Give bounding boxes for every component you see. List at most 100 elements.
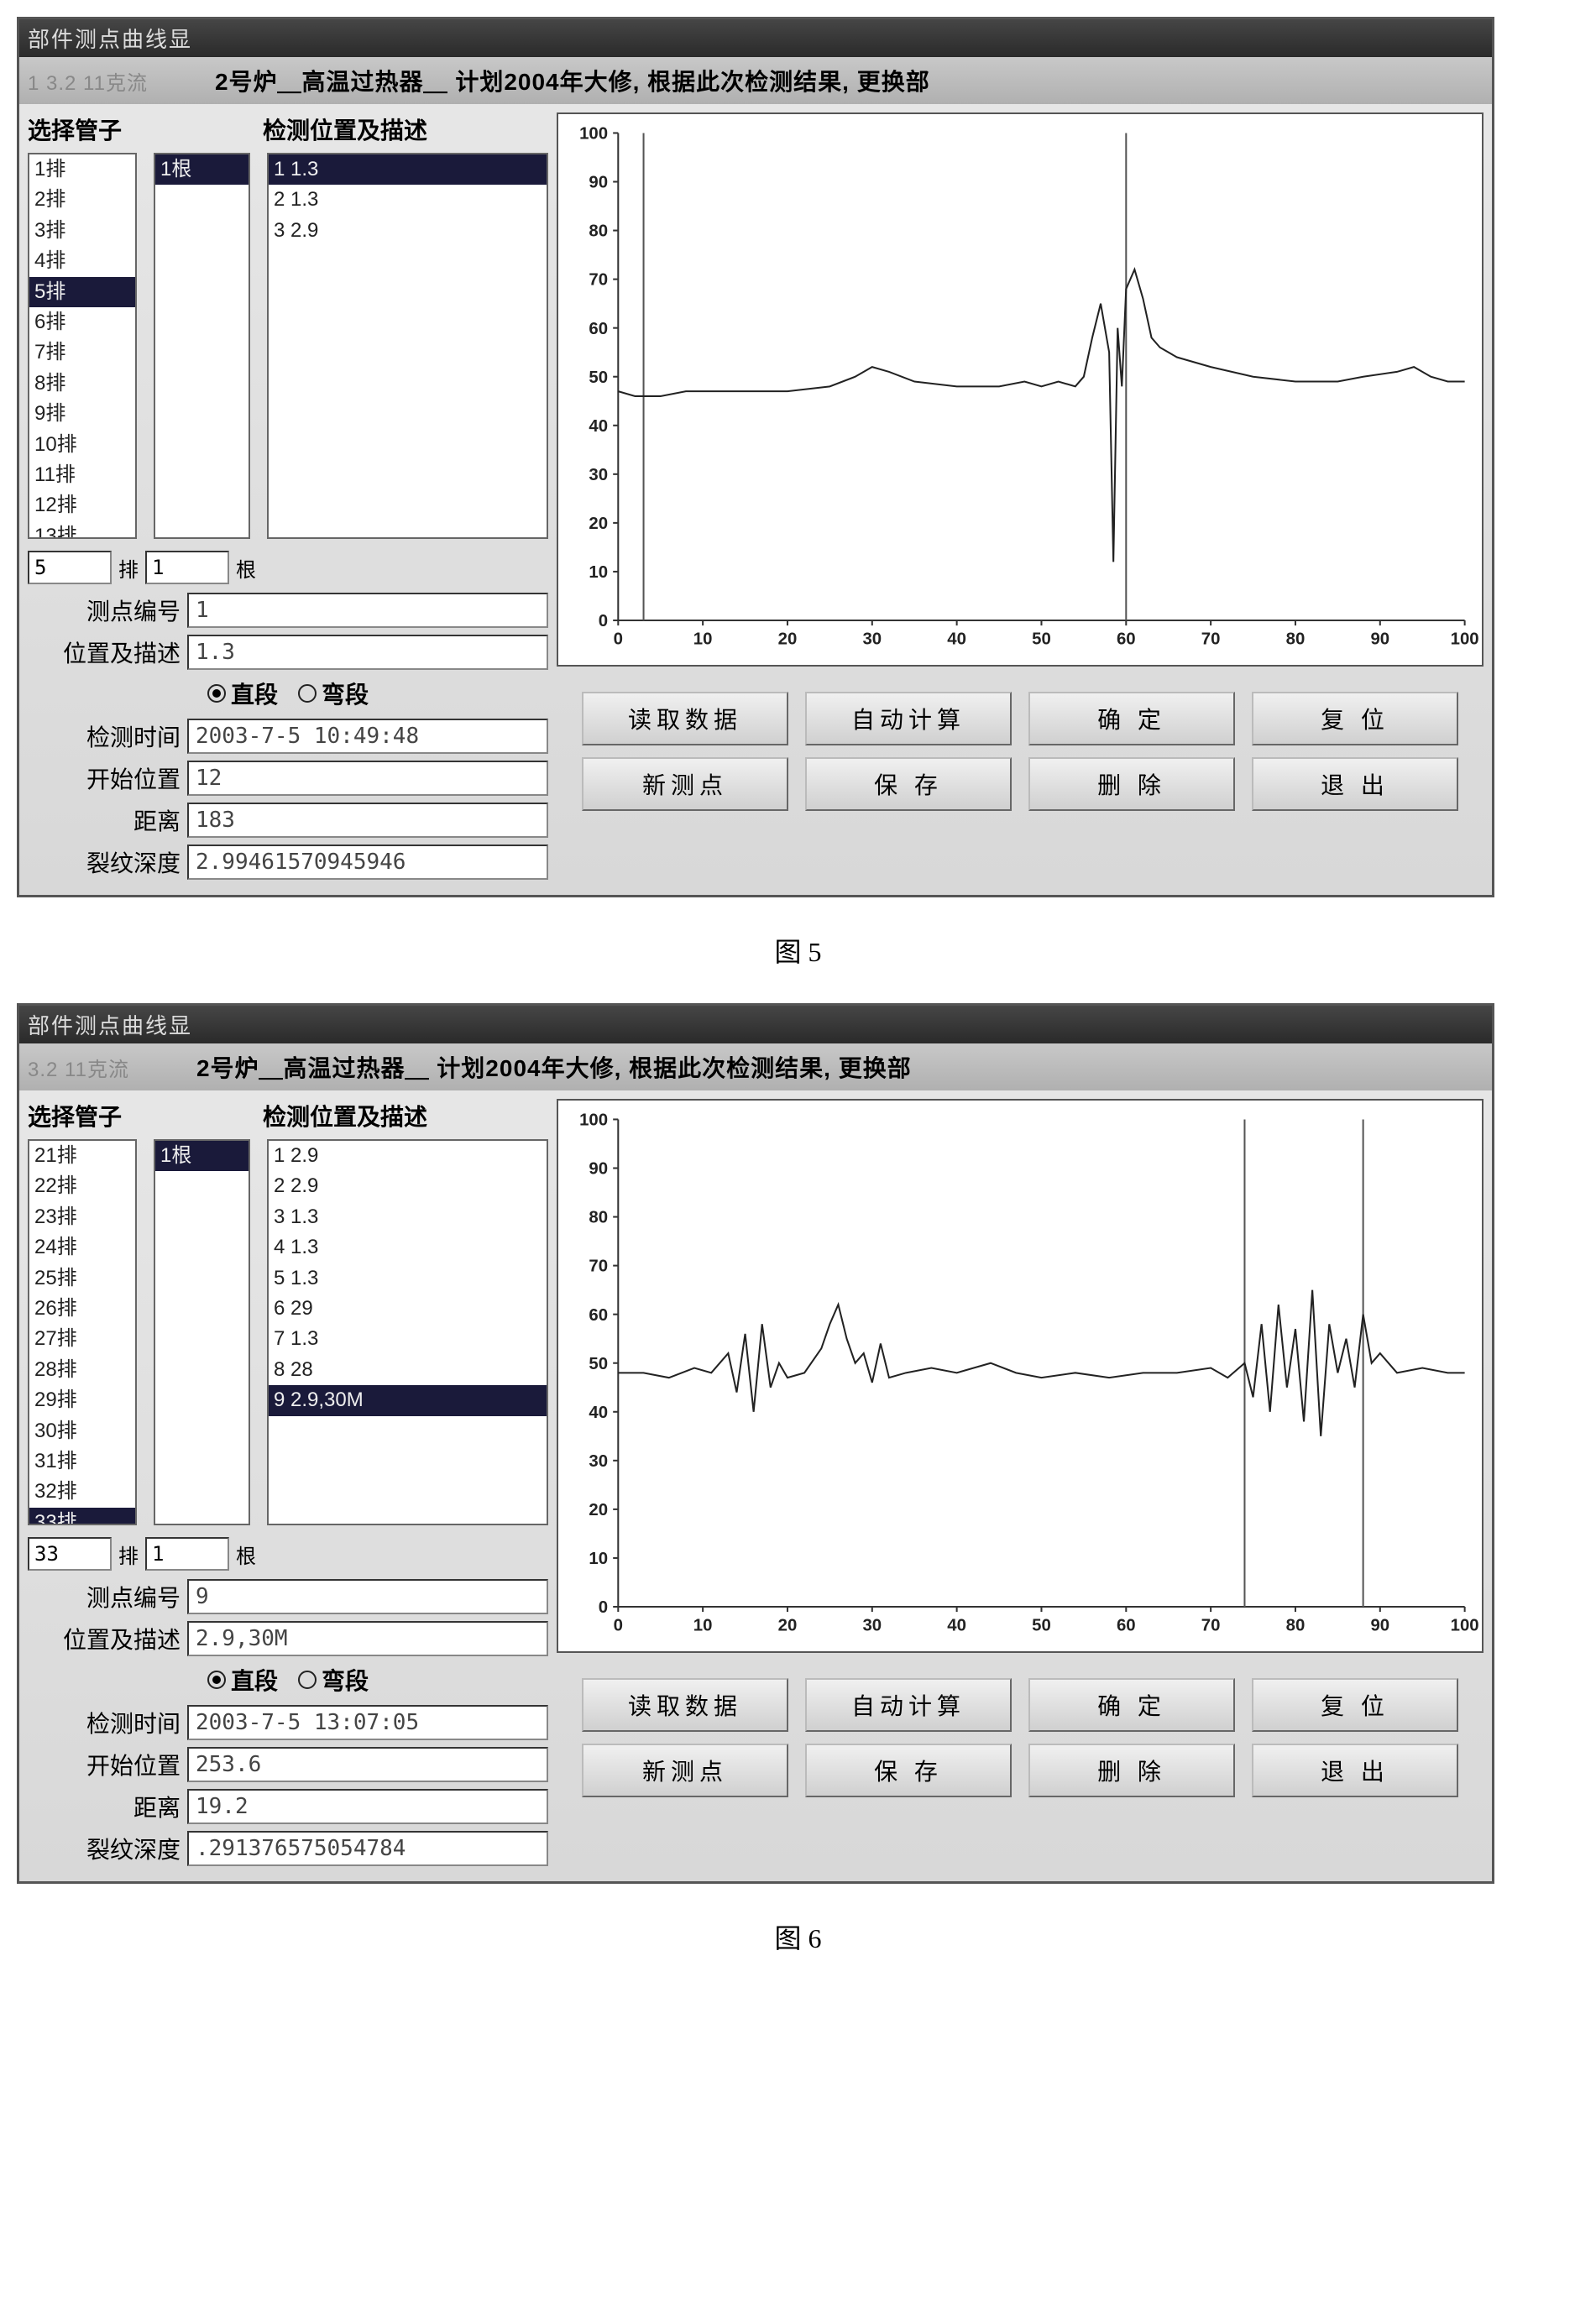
distance-label: 距离	[28, 803, 187, 837]
distance-input[interactable]: 19.2	[187, 1789, 548, 1824]
svg-text:10: 10	[693, 630, 713, 649]
list-item[interactable]: 1根	[155, 154, 249, 185]
roots-list[interactable]: 1根	[154, 1139, 250, 1525]
list-item[interactable]: 1 2.9	[269, 1141, 547, 1171]
rows-list[interactable]: 1排2排3排4排5排6排7排8排9排10排11排12排13排14排	[28, 153, 137, 539]
subtitle-main: 2号炉＿高温过热器＿ 计划2004年大修, 根据此次检测结果, 更换部	[215, 64, 930, 97]
pai-input[interactable]: 5	[28, 551, 112, 584]
list-item[interactable]: 27排	[29, 1324, 135, 1354]
read-data-button[interactable]: 读取数据	[582, 1678, 788, 1732]
list-item[interactable]: 9排	[29, 399, 135, 429]
list-item[interactable]: 3 2.9	[269, 216, 547, 246]
desc-list[interactable]: 1 1.32 1.33 2.9	[267, 153, 548, 539]
radio-straight-icon[interactable]	[207, 684, 226, 703]
detect-time-input[interactable]: 2003-7-5 13:07:05	[187, 1705, 548, 1740]
list-item[interactable]: 1根	[155, 1141, 249, 1171]
start-pos-input[interactable]: 12	[187, 761, 548, 796]
list-item[interactable]: 28排	[29, 1355, 135, 1385]
gen-input[interactable]: 1	[145, 1537, 229, 1571]
list-item[interactable]: 7排	[29, 337, 135, 368]
crack-depth-label: 裂纹深度	[28, 845, 187, 879]
list-item[interactable]: 25排	[29, 1263, 135, 1294]
svg-text:100: 100	[579, 1111, 608, 1130]
reset-button[interactable]: 复 位	[1252, 1678, 1458, 1732]
list-item[interactable]: 23排	[29, 1202, 135, 1232]
roots-list[interactable]: 1根	[154, 153, 250, 539]
confirm-button[interactable]: 确 定	[1028, 692, 1235, 745]
new-point-button[interactable]: 新测点	[582, 757, 788, 811]
list-item[interactable]: 26排	[29, 1294, 135, 1324]
pos-desc-input[interactable]: 2.9,30M	[187, 1621, 548, 1656]
list-item[interactable]: 24排	[29, 1232, 135, 1263]
list-item[interactable]: 30排	[29, 1416, 135, 1446]
new-point-button[interactable]: 新测点	[582, 1744, 788, 1797]
list-item[interactable]: 4 1.3	[269, 1232, 547, 1263]
crack-depth-input[interactable]: 2.99461570945946	[187, 845, 548, 880]
auto-calc-button[interactable]: 自动计算	[805, 692, 1012, 745]
gen-label: 根	[236, 553, 256, 583]
list-item[interactable]: 8 28	[269, 1355, 547, 1385]
delete-button[interactable]: 删 除	[1028, 1744, 1235, 1797]
exit-button[interactable]: 退 出	[1252, 757, 1458, 811]
pai-label: 排	[118, 1540, 139, 1569]
detect-time-input[interactable]: 2003-7-5 10:49:48	[187, 719, 548, 754]
list-item[interactable]: 3 1.3	[269, 1202, 547, 1232]
list-item[interactable]: 2 1.3	[269, 185, 547, 215]
list-item[interactable]: 21排	[29, 1141, 135, 1171]
svg-text:20: 20	[778, 630, 798, 649]
list-item[interactable]: 32排	[29, 1477, 135, 1507]
detect-time-label: 检测时间	[28, 1706, 187, 1739]
reset-button[interactable]: 复 位	[1252, 692, 1458, 745]
list-item[interactable]: 5排	[29, 277, 135, 307]
list-item[interactable]: 1排	[29, 154, 135, 185]
list-item[interactable]: 2排	[29, 185, 135, 215]
list-item[interactable]: 31排	[29, 1446, 135, 1477]
crack-depth-label: 裂纹深度	[28, 1832, 187, 1865]
point-no-input[interactable]: 9	[187, 1579, 548, 1614]
exit-button[interactable]: 退 出	[1252, 1744, 1458, 1797]
point-no-input[interactable]: 1	[187, 593, 548, 628]
read-data-button[interactable]: 读取数据	[582, 692, 788, 745]
segment-radio[interactable]: 直段 弯段	[28, 1663, 548, 1697]
pos-desc-input[interactable]: 1.3	[187, 635, 548, 670]
list-item[interactable]: 22排	[29, 1171, 135, 1201]
list-item[interactable]: 8排	[29, 369, 135, 399]
pai-input[interactable]: 33	[28, 1537, 112, 1571]
list-item[interactable]: 6排	[29, 307, 135, 337]
svg-text:30: 30	[862, 1617, 882, 1635]
pai-label: 排	[118, 553, 139, 583]
gen-input[interactable]: 1	[145, 551, 229, 584]
desc-list[interactable]: 1 2.92 2.93 1.34 1.35 1.36 297 1.38 289 …	[267, 1139, 548, 1525]
list-item[interactable]: 2 2.9	[269, 1171, 547, 1201]
radio-curve-icon[interactable]	[298, 1671, 317, 1689]
list-item[interactable]: 11排	[29, 460, 135, 490]
list-item[interactable]: 29排	[29, 1385, 135, 1415]
distance-input[interactable]: 183	[187, 803, 548, 838]
radio-curve-label: 弯段	[322, 677, 369, 710]
delete-button[interactable]: 删 除	[1028, 757, 1235, 811]
segment-radio[interactable]: 直段 弯段	[28, 677, 548, 710]
list-item[interactable]: 9 2.9,30M	[269, 1385, 547, 1415]
radio-straight-icon[interactable]	[207, 1671, 226, 1689]
figure-label-5: 图 5	[17, 931, 1579, 970]
list-item[interactable]: 3排	[29, 216, 135, 246]
radio-curve-icon[interactable]	[298, 684, 317, 703]
list-item[interactable]: 10排	[29, 430, 135, 460]
list-item[interactable]: 1 1.3	[269, 154, 547, 185]
list-item[interactable]: 13排	[29, 521, 135, 539]
save-button[interactable]: 保 存	[805, 757, 1012, 811]
list-item[interactable]: 5 1.3	[269, 1263, 547, 1294]
list-item[interactable]: 6 29	[269, 1294, 547, 1324]
save-button[interactable]: 保 存	[805, 1744, 1012, 1797]
list-item[interactable]: 33排	[29, 1508, 135, 1525]
list-item[interactable]: 12排	[29, 490, 135, 520]
list-item[interactable]: 7 1.3	[269, 1324, 547, 1354]
crack-depth-input[interactable]: .291376575054784	[187, 1831, 548, 1866]
rows-list[interactable]: 21排22排23排24排25排26排27排28排29排30排31排32排33排3…	[28, 1139, 137, 1525]
confirm-button[interactable]: 确 定	[1028, 1678, 1235, 1732]
list-item[interactable]: 4排	[29, 246, 135, 276]
svg-text:80: 80	[1286, 1617, 1306, 1635]
start-pos-input[interactable]: 253.6	[187, 1747, 548, 1782]
auto-calc-button[interactable]: 自动计算	[805, 1678, 1012, 1732]
radio-straight-label: 直段	[231, 677, 278, 710]
